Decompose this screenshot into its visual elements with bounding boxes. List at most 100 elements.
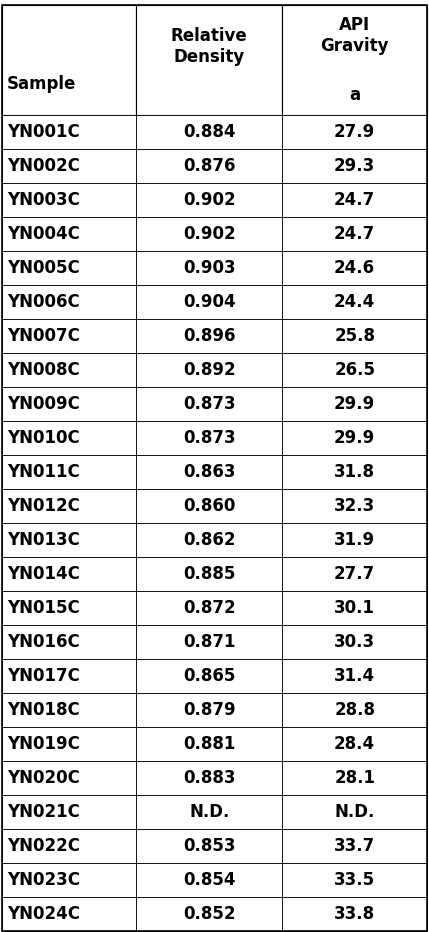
Bar [136,488,282,523]
Bar [136,387,282,420]
Bar [282,387,427,420]
Text: 24.6: 24.6 [334,259,375,277]
Text: YN020C: YN020C [7,769,80,787]
Bar [136,692,282,727]
Bar [282,251,427,284]
Text: YN002C: YN002C [7,157,80,174]
Text: 24.7: 24.7 [334,191,375,209]
Text: a: a [349,86,360,103]
Text: 28.1: 28.1 [334,769,375,787]
Text: 0.902: 0.902 [183,225,236,242]
Text: YN021C: YN021C [7,802,80,821]
Bar [136,5,282,115]
Text: 0.873: 0.873 [183,394,236,413]
Bar [136,897,282,931]
Bar [282,761,427,795]
Text: 0.876: 0.876 [183,157,236,174]
Text: Sample: Sample [6,75,76,93]
Bar [136,319,282,352]
Bar [136,591,282,624]
Bar [2,795,136,829]
Bar [2,591,136,624]
Text: YN003C: YN003C [7,191,80,209]
Text: YN007C: YN007C [7,326,80,345]
Bar [2,183,136,216]
Text: 31.4: 31.4 [334,666,375,685]
Text: 0.884: 0.884 [183,123,236,141]
Bar [2,897,136,931]
Bar [2,624,136,659]
Text: 0.873: 0.873 [183,429,236,446]
Bar [2,863,136,897]
Text: 0.854: 0.854 [183,870,236,888]
Text: 0.853: 0.853 [183,837,236,855]
Text: 30.3: 30.3 [334,633,375,651]
Text: 27.7: 27.7 [334,565,375,582]
Bar [2,692,136,727]
Bar [282,183,427,216]
Bar [2,251,136,284]
Bar [2,761,136,795]
Bar [2,284,136,319]
Text: YN023C: YN023C [7,870,80,888]
Text: 0.879: 0.879 [183,701,236,719]
Text: 30.1: 30.1 [334,598,375,617]
Bar [2,829,136,863]
Bar [282,455,427,488]
Text: 0.860: 0.860 [183,497,236,514]
Bar [136,352,282,387]
Bar [136,115,282,149]
Bar [136,420,282,455]
Text: YN010C: YN010C [7,429,80,446]
Text: YN008C: YN008C [7,361,80,378]
Bar [2,149,136,183]
Text: 28.4: 28.4 [334,734,375,753]
Text: YN018C: YN018C [7,701,80,719]
Text: YN019C: YN019C [7,734,80,753]
Text: YN017C: YN017C [7,666,80,685]
Bar [136,829,282,863]
Text: YN015C: YN015C [7,598,80,617]
Text: 0.892: 0.892 [183,361,236,378]
Bar [282,523,427,556]
Bar [2,5,136,115]
Bar [282,591,427,624]
Text: 0.852: 0.852 [183,905,236,923]
Text: 25.8: 25.8 [334,326,375,345]
Text: 0.872: 0.872 [183,598,236,617]
Text: 0.871: 0.871 [183,633,236,651]
Text: 31.8: 31.8 [334,462,375,481]
Text: 0.904: 0.904 [183,293,236,310]
Text: YN009C: YN009C [7,394,80,413]
Text: 33.7: 33.7 [334,837,375,855]
Bar [282,488,427,523]
Text: YN024C: YN024C [7,905,80,923]
Bar [282,420,427,455]
Bar [282,115,427,149]
Text: 28.8: 28.8 [334,701,375,719]
Text: 33.5: 33.5 [334,870,375,888]
Bar [136,761,282,795]
Bar [282,659,427,692]
Bar [136,183,282,216]
Bar [282,352,427,387]
Text: YN022C: YN022C [7,837,80,855]
Text: 0.862: 0.862 [183,530,236,549]
Text: 29.9: 29.9 [334,429,375,446]
Text: YN013C: YN013C [7,530,80,549]
Bar [2,420,136,455]
Text: API
Gravity: API Gravity [320,16,389,55]
Bar [136,624,282,659]
Bar [136,659,282,692]
Text: 33.8: 33.8 [334,905,375,923]
Text: YN006C: YN006C [7,293,80,310]
Text: YN001C: YN001C [7,123,80,141]
Text: 29.3: 29.3 [334,157,375,174]
Text: YN014C: YN014C [7,565,80,582]
Bar [282,284,427,319]
Bar [282,829,427,863]
Text: 0.896: 0.896 [183,326,236,345]
Bar [136,863,282,897]
Bar [282,692,427,727]
Bar [2,115,136,149]
